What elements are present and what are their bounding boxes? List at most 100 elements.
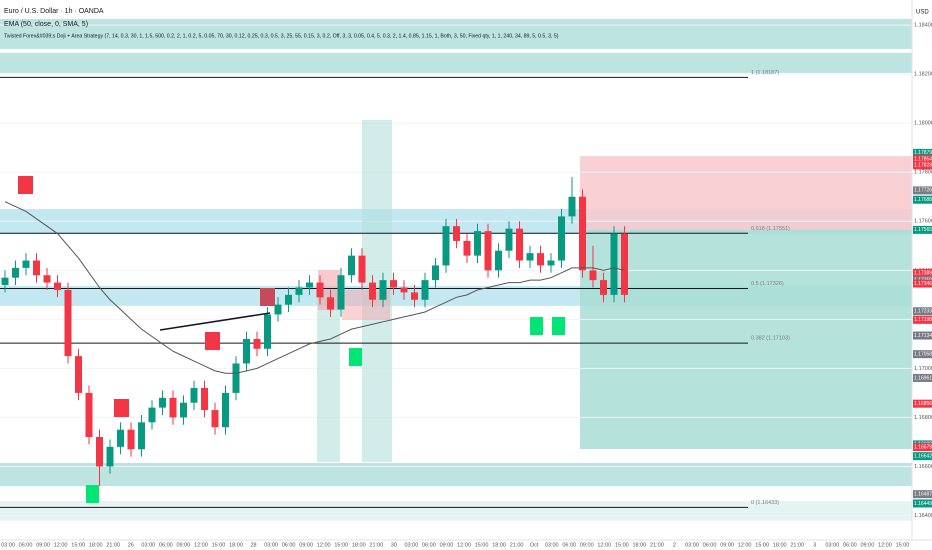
candle-body: [558, 216, 565, 261]
candle-body: [127, 429, 135, 450]
y-tick-label: 1.18000: [914, 121, 932, 127]
y-tick-label: 1.17600: [914, 219, 932, 225]
x-tick-label: 06:00: [19, 542, 33, 548]
candle-body: [379, 280, 387, 300]
highlight-column: [317, 290, 340, 462]
x-tick-label: 18:00: [633, 542, 647, 548]
candle-body: [243, 338, 250, 364]
sell-signal: [114, 399, 129, 417]
x-tick-label: 03:00: [685, 542, 699, 548]
candle-body: [337, 275, 345, 310]
price-tag-label: 1.17828: [914, 163, 932, 169]
price-tag: [913, 399, 932, 408]
candle-body: [201, 388, 208, 411]
candle-body: [274, 304, 282, 315]
candle-body: [1, 277, 9, 286]
x-tick-label: 12:00: [194, 542, 208, 548]
sell-signal: [205, 332, 220, 350]
price-tag: [913, 331, 932, 340]
x-tick-label: 09:00: [580, 542, 594, 548]
x-tick-label: 26: [128, 542, 134, 548]
x-tick-label: 12:00: [738, 542, 752, 548]
buy-signal: [349, 348, 362, 366]
price-tag: [913, 490, 932, 499]
price-tag: [913, 315, 932, 324]
candle-body: [159, 397, 166, 408]
candle-body: [148, 407, 156, 423]
highlight-box: [318, 270, 340, 310]
candle-body: [211, 410, 219, 428]
x-tick-label: 15:00: [615, 542, 629, 548]
x-tick-label: 18:00: [492, 542, 506, 548]
price-tag-label: 1.16856: [914, 401, 932, 407]
candle-body: [411, 292, 418, 300]
x-tick-label: 12:00: [54, 542, 68, 548]
x-tick-label: 12:00: [317, 542, 331, 548]
candle-body: [600, 280, 607, 295]
price-tag-label: 1.17854: [914, 156, 932, 162]
x-tick-label: 15:00: [475, 542, 489, 548]
x-tick-label: 15:00: [896, 542, 910, 548]
x-tick-label: 15:00: [212, 542, 226, 548]
x-tick-label: 06:00: [159, 542, 173, 548]
candle-body: [442, 226, 450, 266]
buy-signal: [552, 317, 565, 335]
price-tag: [913, 452, 932, 461]
candle-body: [495, 250, 502, 271]
y-tick-label: 1.16600: [914, 464, 932, 470]
x-tick-label: 18:00: [773, 542, 787, 548]
x-tick-label: 03:00: [825, 542, 839, 548]
candle-body: [516, 228, 523, 261]
trend-arrow: [159, 312, 271, 331]
x-tick-label: 18:00: [352, 542, 366, 548]
x-tick-label: 3: [813, 542, 816, 548]
x-tick-label: 28: [250, 542, 256, 548]
candle-body: [253, 338, 261, 349]
x-tick-label: 21:00: [510, 542, 524, 548]
price-tag-label: 1.17346: [914, 281, 932, 287]
zone: [0, 52, 912, 73]
fib-label: 0.5 (1.17326): [751, 281, 784, 287]
candle-body: [390, 280, 397, 288]
x-tick-label: 09:00: [440, 542, 454, 548]
zone: [0, 19, 912, 49]
candle-body: [54, 282, 61, 290]
plot-layer: 1.164001.166001.168001.170001.172001.174…: [0, 23, 932, 548]
currency-label: USD: [916, 10, 929, 16]
x-tick-label: 18:00: [229, 542, 243, 548]
y-tick-label: 1.18200: [914, 72, 932, 78]
x-tick-label: 03:00: [264, 542, 278, 548]
candle-body: [232, 363, 240, 393]
price-tag-label: 1.17879: [914, 150, 932, 156]
signal-markers: [18, 176, 565, 503]
x-tick-label: 03:00: [1, 542, 15, 548]
price-tag-label: 1.16449: [914, 501, 932, 507]
target-zone: [580, 229, 912, 450]
candle-body: [264, 314, 271, 349]
price-tag: [913, 269, 932, 278]
price-tag-label: 1.16487: [914, 491, 932, 497]
y-tick-label: 1.17800: [914, 170, 932, 176]
price-tag-label: 1.17233: [914, 309, 932, 315]
candle-body: [138, 422, 145, 450]
indicator-label: EMA (50, close, 0, SMA, 5): [4, 21, 88, 28]
price-tag-label: 1.17058: [914, 351, 932, 357]
buy-signal: [86, 485, 99, 503]
y-tick-label: 1.17000: [914, 366, 932, 372]
candle-body: [453, 226, 460, 241]
candle-body: [400, 287, 408, 293]
fib-label: 1 (1.18187): [751, 70, 779, 76]
x-tick-label: 03:00: [405, 542, 419, 548]
x-tick-label: 21:00: [790, 542, 804, 548]
candle-body: [432, 265, 439, 281]
candle-body: [190, 388, 198, 403]
x-tick-label: 06:00: [282, 542, 296, 548]
price-tag: [913, 499, 932, 508]
x-tick-label: 15:00: [71, 542, 85, 548]
price-tag: [913, 225, 932, 234]
price-tag: [913, 161, 932, 170]
fib-label: 0 (1.16433): [751, 500, 779, 506]
y-tick-label: 1.16800: [914, 415, 932, 421]
sell-signal: [260, 288, 275, 306]
candle-body: [327, 297, 334, 310]
